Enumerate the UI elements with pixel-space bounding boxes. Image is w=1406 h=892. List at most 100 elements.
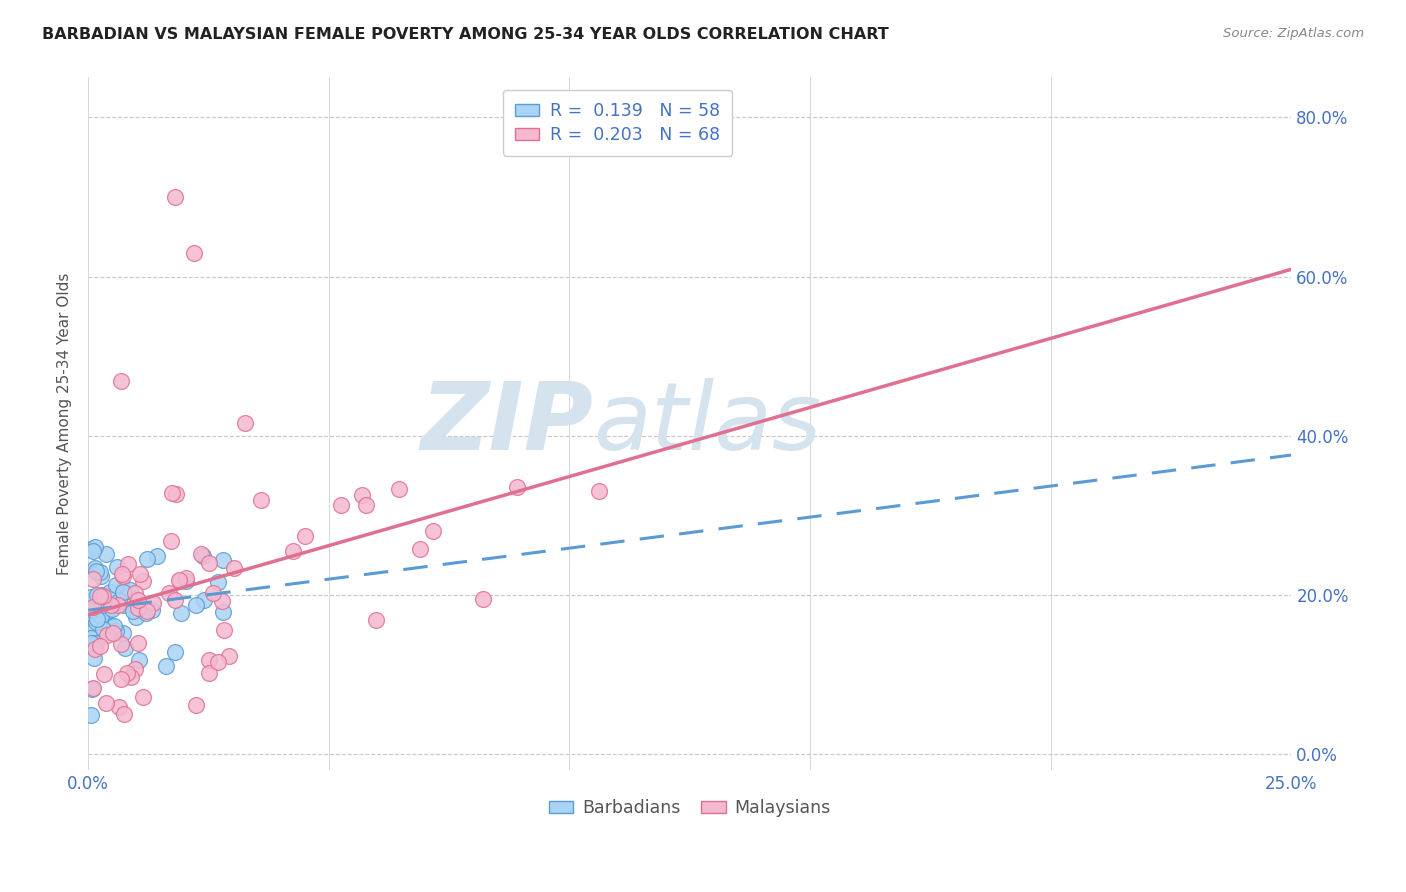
Point	[82, 682, 104, 697]
Point	[104, 624, 127, 639]
Point	[186, 599, 208, 613]
Point	[86, 612, 108, 626]
Legend: Barbadians, Malaysians: Barbadians, Malaysians	[543, 792, 838, 824]
Point	[163, 190, 186, 204]
Point	[110, 637, 132, 651]
Point	[83, 650, 105, 665]
Point	[90, 569, 112, 583]
Point	[108, 699, 131, 714]
Point	[84, 636, 107, 650]
Point	[142, 596, 165, 610]
Point	[117, 666, 139, 681]
Point	[193, 593, 215, 607]
Point	[127, 592, 149, 607]
Point	[105, 559, 128, 574]
Point	[82, 681, 104, 695]
Point	[218, 649, 240, 664]
Point	[93, 667, 115, 681]
Point	[83, 642, 105, 657]
Point	[82, 600, 104, 615]
Point	[136, 603, 159, 617]
Point	[422, 524, 444, 538]
Text: BARBADIAN VS MALAYSIAN FEMALE POVERTY AMONG 25-34 YEAR OLDS CORRELATION CHART: BARBADIAN VS MALAYSIAN FEMALE POVERTY AM…	[42, 27, 889, 42]
Point	[112, 625, 135, 640]
Point	[82, 572, 104, 586]
Point	[506, 479, 529, 493]
Point	[167, 573, 190, 587]
Point	[94, 547, 117, 561]
Point	[79, 590, 101, 604]
Point	[79, 631, 101, 645]
Point	[89, 589, 111, 603]
Point	[91, 598, 114, 612]
Point	[124, 662, 146, 676]
Point	[281, 544, 304, 558]
Point	[157, 586, 180, 600]
Point	[131, 690, 153, 705]
Point	[190, 548, 212, 562]
Point	[174, 571, 197, 585]
Point	[86, 588, 108, 602]
Point	[96, 605, 118, 619]
Point	[107, 594, 129, 608]
Point	[211, 594, 233, 608]
Point	[169, 606, 191, 620]
Point	[121, 604, 143, 618]
Point	[91, 588, 114, 602]
Point	[112, 706, 135, 721]
Point	[79, 542, 101, 557]
Point	[103, 619, 125, 633]
Point	[110, 672, 132, 686]
Point	[96, 628, 118, 642]
Point	[79, 636, 101, 650]
Point	[105, 578, 128, 592]
Point	[83, 560, 105, 574]
Point	[91, 589, 114, 603]
Point	[84, 564, 107, 578]
Point	[111, 582, 134, 597]
Point	[201, 586, 224, 600]
Point	[163, 645, 186, 659]
Point	[169, 574, 191, 589]
Point	[110, 566, 132, 581]
Point	[127, 635, 149, 649]
Point	[101, 626, 124, 640]
Point	[198, 666, 221, 681]
Point	[82, 544, 104, 558]
Point	[127, 600, 149, 615]
Point	[118, 582, 141, 597]
Point	[112, 599, 135, 613]
Point	[112, 584, 135, 599]
Point	[128, 653, 150, 667]
Point	[89, 640, 111, 654]
Text: Source: ZipAtlas.com: Source: ZipAtlas.com	[1223, 27, 1364, 40]
Point	[350, 488, 373, 502]
Point	[124, 610, 146, 624]
Point	[136, 552, 159, 566]
Point	[588, 483, 610, 498]
Point	[132, 574, 155, 589]
Point	[120, 669, 142, 683]
Point	[207, 656, 229, 670]
Point	[100, 598, 122, 612]
Point	[84, 541, 107, 555]
Point	[128, 566, 150, 581]
Point	[91, 622, 114, 636]
Point	[112, 585, 135, 599]
Point	[388, 482, 411, 496]
Point	[90, 608, 112, 623]
Point	[94, 697, 117, 711]
Point	[198, 557, 221, 571]
Point	[114, 640, 136, 655]
Point	[176, 574, 198, 589]
Point	[212, 553, 235, 567]
Point	[84, 615, 107, 629]
Point	[184, 698, 207, 712]
Point	[80, 603, 103, 617]
Point	[197, 653, 219, 667]
Point	[354, 498, 377, 512]
Point	[294, 528, 316, 542]
Point	[211, 605, 233, 619]
Point	[165, 487, 187, 501]
Point	[135, 606, 157, 620]
